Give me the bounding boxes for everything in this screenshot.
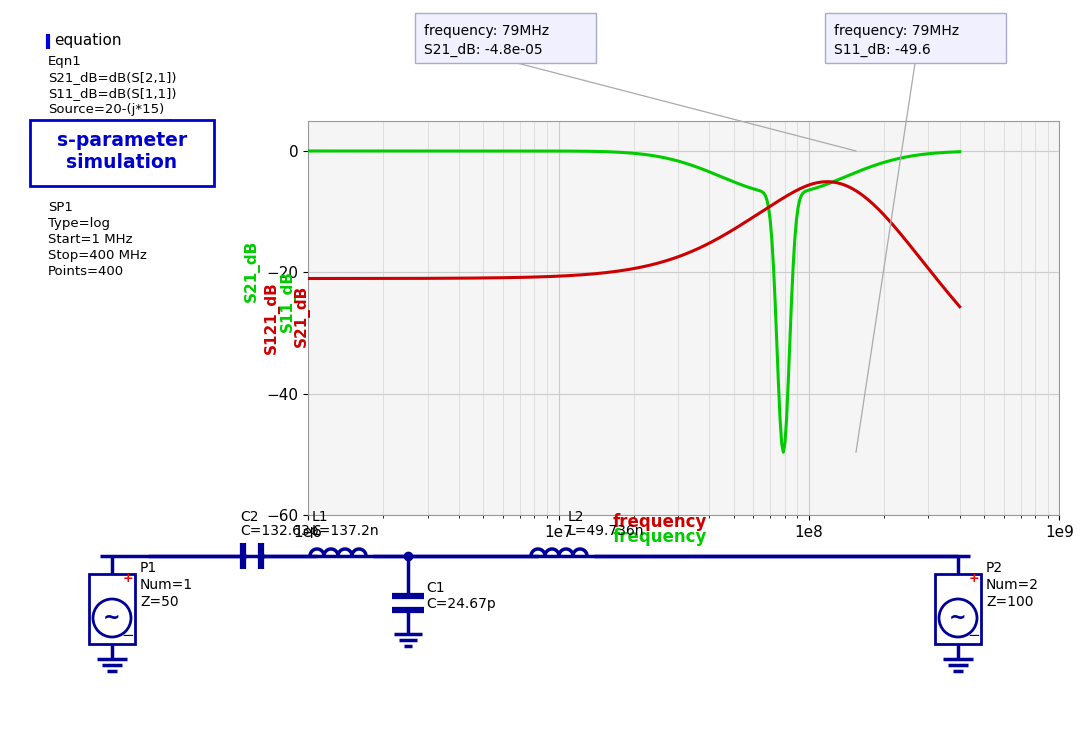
Text: P2: P2 (986, 561, 1003, 575)
Text: Load=100 + (j*25): Load=100 + (j*25) (48, 119, 173, 132)
Text: frequency: frequency (613, 528, 707, 546)
Text: −: − (967, 627, 980, 643)
Text: Start=1 MHz: Start=1 MHz (48, 233, 133, 246)
Text: Points=400: Points=400 (48, 265, 124, 278)
Text: Eqn1: Eqn1 (48, 55, 82, 68)
Text: +: + (122, 572, 133, 585)
Text: Num=1: Num=1 (141, 578, 193, 592)
Text: S11_dB: -49.6: S11_dB: -49.6 (835, 43, 931, 57)
Text: S21_dB: S21_dB (294, 285, 310, 347)
Text: frequency: 79MHz: frequency: 79MHz (424, 24, 549, 38)
Text: frequency: frequency (613, 513, 707, 531)
Text: Type=log: Type=log (48, 217, 110, 230)
Text: Num=2: Num=2 (986, 578, 1039, 592)
Text: S11_dB: S11_dB (280, 270, 296, 332)
Text: SP1: SP1 (48, 201, 72, 214)
Text: L=49.736n: L=49.736n (568, 524, 644, 538)
FancyBboxPatch shape (415, 13, 596, 63)
Bar (935, 574, 980, 644)
Text: L1: L1 (312, 510, 329, 524)
Text: Z=50: Z=50 (141, 595, 178, 609)
Circle shape (939, 599, 977, 637)
Text: C=132.63p: C=132.63p (240, 524, 319, 538)
Text: Z=100: Z=100 (986, 595, 1033, 609)
Text: S121_dB: S121_dB (264, 281, 280, 355)
Text: Source=20-(j*15): Source=20-(j*15) (48, 103, 164, 116)
FancyBboxPatch shape (30, 120, 214, 186)
Text: frequency: 79MHz: frequency: 79MHz (835, 24, 959, 38)
Text: S21_dB: -4.8e-05: S21_dB: -4.8e-05 (424, 43, 543, 57)
Text: C=24.67p: C=24.67p (426, 597, 496, 611)
Bar (89, 574, 135, 644)
Text: L=137.2n: L=137.2n (312, 524, 379, 538)
Text: equation: equation (54, 33, 121, 48)
Circle shape (93, 599, 131, 637)
Text: S21_dB: S21_dB (243, 240, 259, 302)
Text: +: + (969, 572, 979, 585)
Text: s-parameter
simulation: s-parameter simulation (57, 131, 187, 172)
FancyBboxPatch shape (825, 13, 1006, 63)
Text: S11_dB=dB(S[1,1]): S11_dB=dB(S[1,1]) (48, 87, 176, 100)
Text: P1: P1 (141, 561, 157, 575)
Text: ~: ~ (949, 608, 966, 628)
Text: Stop=400 MHz: Stop=400 MHz (48, 249, 147, 262)
Text: ~: ~ (103, 608, 121, 628)
Text: L2: L2 (568, 510, 585, 524)
Text: C1: C1 (426, 581, 444, 595)
Text: S21_dB=dB(S[2,1]): S21_dB=dB(S[2,1]) (48, 71, 176, 84)
Text: C2: C2 (240, 510, 258, 524)
Text: −: − (122, 627, 134, 643)
